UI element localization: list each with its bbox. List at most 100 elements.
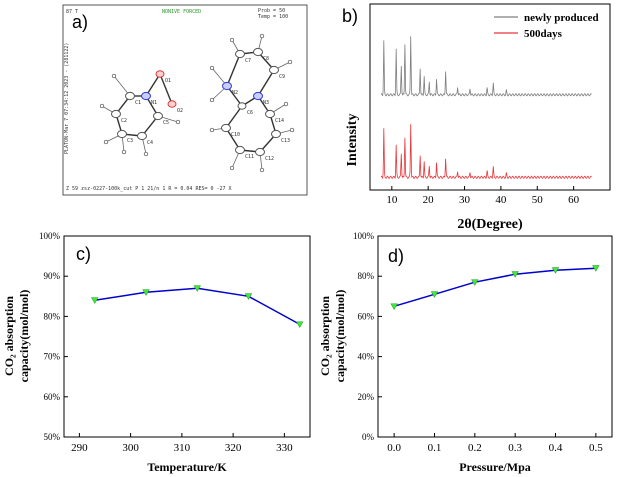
bond (225, 105, 243, 129)
pressure-plot-frame (377, 235, 613, 438)
hydrogen-atom (111, 73, 117, 79)
pressure-x-tick-label: 0.5 (589, 442, 603, 454)
atom-c5 (153, 111, 163, 121)
xrd-x-axis-title: 2θ(Degree) (457, 217, 523, 232)
temperature-y-axis-title-2: capacity(mol/mol) (17, 290, 31, 383)
xrd-series-500days (380, 124, 592, 180)
pressure-x-tick-label: 0.2 (468, 442, 482, 454)
atom-c9 (269, 65, 279, 75)
xrd-y-axis-title: Intensity (345, 114, 360, 167)
temperature-y-tick-label: 70% (44, 352, 61, 362)
pressure-x-tick-label: 0.1 (428, 442, 442, 454)
xrd-x-tick-label: 60 (568, 194, 580, 206)
bond (159, 73, 173, 105)
temperature-series-line (94, 287, 301, 326)
pressure-data-point (551, 267, 560, 274)
pressure-data-point (511, 271, 519, 278)
atom-c1 (125, 91, 135, 101)
atom-label: C14 (275, 118, 284, 124)
atom-label: C12 (265, 156, 274, 162)
atom-label: C3 (127, 138, 133, 144)
atom-label: C5 (163, 120, 169, 126)
xrd-series-newly-produced (380, 36, 592, 97)
panel-b-letter: b) (342, 6, 358, 26)
pressure-chart: d) 0.0 0.1 0.2 0.3 0.4 0.50%20%40%60%80%100% … (318, 232, 613, 474)
pressure-x-tick-label: 0.0 (387, 442, 401, 454)
pressure-y-tick-label: 20% (358, 392, 375, 402)
bond (145, 73, 161, 97)
temperature-plot-frame (63, 235, 311, 438)
atom-c14 (265, 109, 275, 119)
temperature-x-tick-label: 300 (122, 442, 139, 454)
temperature-data-point (193, 285, 201, 292)
pressure-x-tick-label: 0.4 (549, 442, 563, 454)
atom-c12 (255, 147, 265, 157)
pressure-data-point (592, 265, 600, 272)
temperature-y-tick-label: 100% (39, 232, 61, 241)
legend-label-newly-produced: newly produced (524, 12, 599, 24)
legend-label-500days: 500days (524, 28, 563, 40)
atom-label: C11 (245, 154, 254, 160)
atom-c6 (237, 102, 247, 110)
hydrogen-atom (287, 59, 293, 65)
atom-o1 (155, 70, 165, 78)
temperature-x-axis-title: Temperature/K (147, 460, 227, 474)
hydrogen-atom (209, 65, 215, 71)
atom-c2 (111, 109, 121, 119)
hydrogen-atom (175, 119, 181, 125)
hydrogen-atom (289, 127, 295, 133)
temperature-x-tick-label: 290 (71, 442, 88, 454)
pressure-data-point (390, 303, 398, 310)
atom-label: N1 (151, 100, 157, 106)
temperature-x-tick-label: 310 (174, 442, 191, 454)
xrd-x-tick-label: 30 (459, 194, 471, 206)
atom-c10 (221, 123, 231, 133)
ortep-header-center: NONIVE FORCED (162, 9, 201, 15)
ortep-footer: Z 59 zsz-0227-100k_cut P 1 21/n 1 R = 0.… (66, 186, 232, 192)
hydrogen-atom (259, 167, 265, 173)
xrd-legend: newly produced 500days (494, 12, 599, 40)
temperature-data-point (142, 289, 150, 296)
pressure-y-tick-label: 0% (362, 432, 375, 442)
panel-a-letter: a) (72, 12, 88, 32)
atom-c7 (235, 49, 245, 59)
atom-label: C10 (231, 132, 240, 138)
xrd-x-tick-label: 40 (495, 194, 507, 206)
xrd-x-tick-label: 50 (532, 194, 544, 206)
atom-o2 (167, 100, 177, 108)
bond (225, 127, 241, 151)
atom-label: C13 (281, 138, 290, 144)
atom-label: O1 (165, 78, 171, 84)
hydrogen-atom (209, 127, 215, 133)
atom-c13 (271, 129, 281, 139)
atom-label: N3 (263, 100, 269, 106)
hydrogen-atom (103, 139, 109, 145)
hydrogen-atom (229, 37, 235, 43)
pressure-y-tick-label: 80% (358, 271, 375, 281)
molecule-drawing: O1 N1 O2 C1 C2 C3 C4 C5 C6 N2 N3 C7 C8 C9 C10 C11 C12 C13… (99, 33, 295, 173)
temperature-x-tick-label: 330 (276, 442, 293, 454)
hydrogen-atom (229, 165, 235, 171)
atom-c4 (137, 131, 147, 141)
atom-label: C9 (279, 74, 285, 80)
temperature-y-tick-label: 60% (44, 392, 61, 402)
ortep-header-right-1: Prob = 50 (258, 8, 285, 14)
hydrogen-atom (121, 149, 127, 155)
temperature-data-point (296, 321, 304, 329)
xrd-x-tick-label: 20 (423, 194, 435, 206)
pressure-data-point (471, 279, 479, 286)
panel-d-letter: d) (388, 246, 404, 266)
ortep-header-left: 87 T (66, 9, 78, 15)
temperature-x-tick-label: 320 (225, 442, 242, 454)
pressure-data-point (430, 291, 439, 298)
ortep-side-text: PLATON-Mar 7 07:34:12 2023 - (281122) (64, 43, 70, 154)
pressure-y-axis-title-1: CO₂ absorption (318, 296, 332, 376)
atom-label: C4 (147, 140, 153, 146)
temperature-data-point (244, 293, 253, 300)
atom-label: C8 (263, 56, 269, 62)
atom-n1 (141, 91, 151, 101)
atom-c3 (117, 129, 127, 139)
temperature-data-point (91, 297, 99, 304)
atom-label: C2 (121, 118, 127, 124)
atom-label: N2 (232, 90, 238, 96)
